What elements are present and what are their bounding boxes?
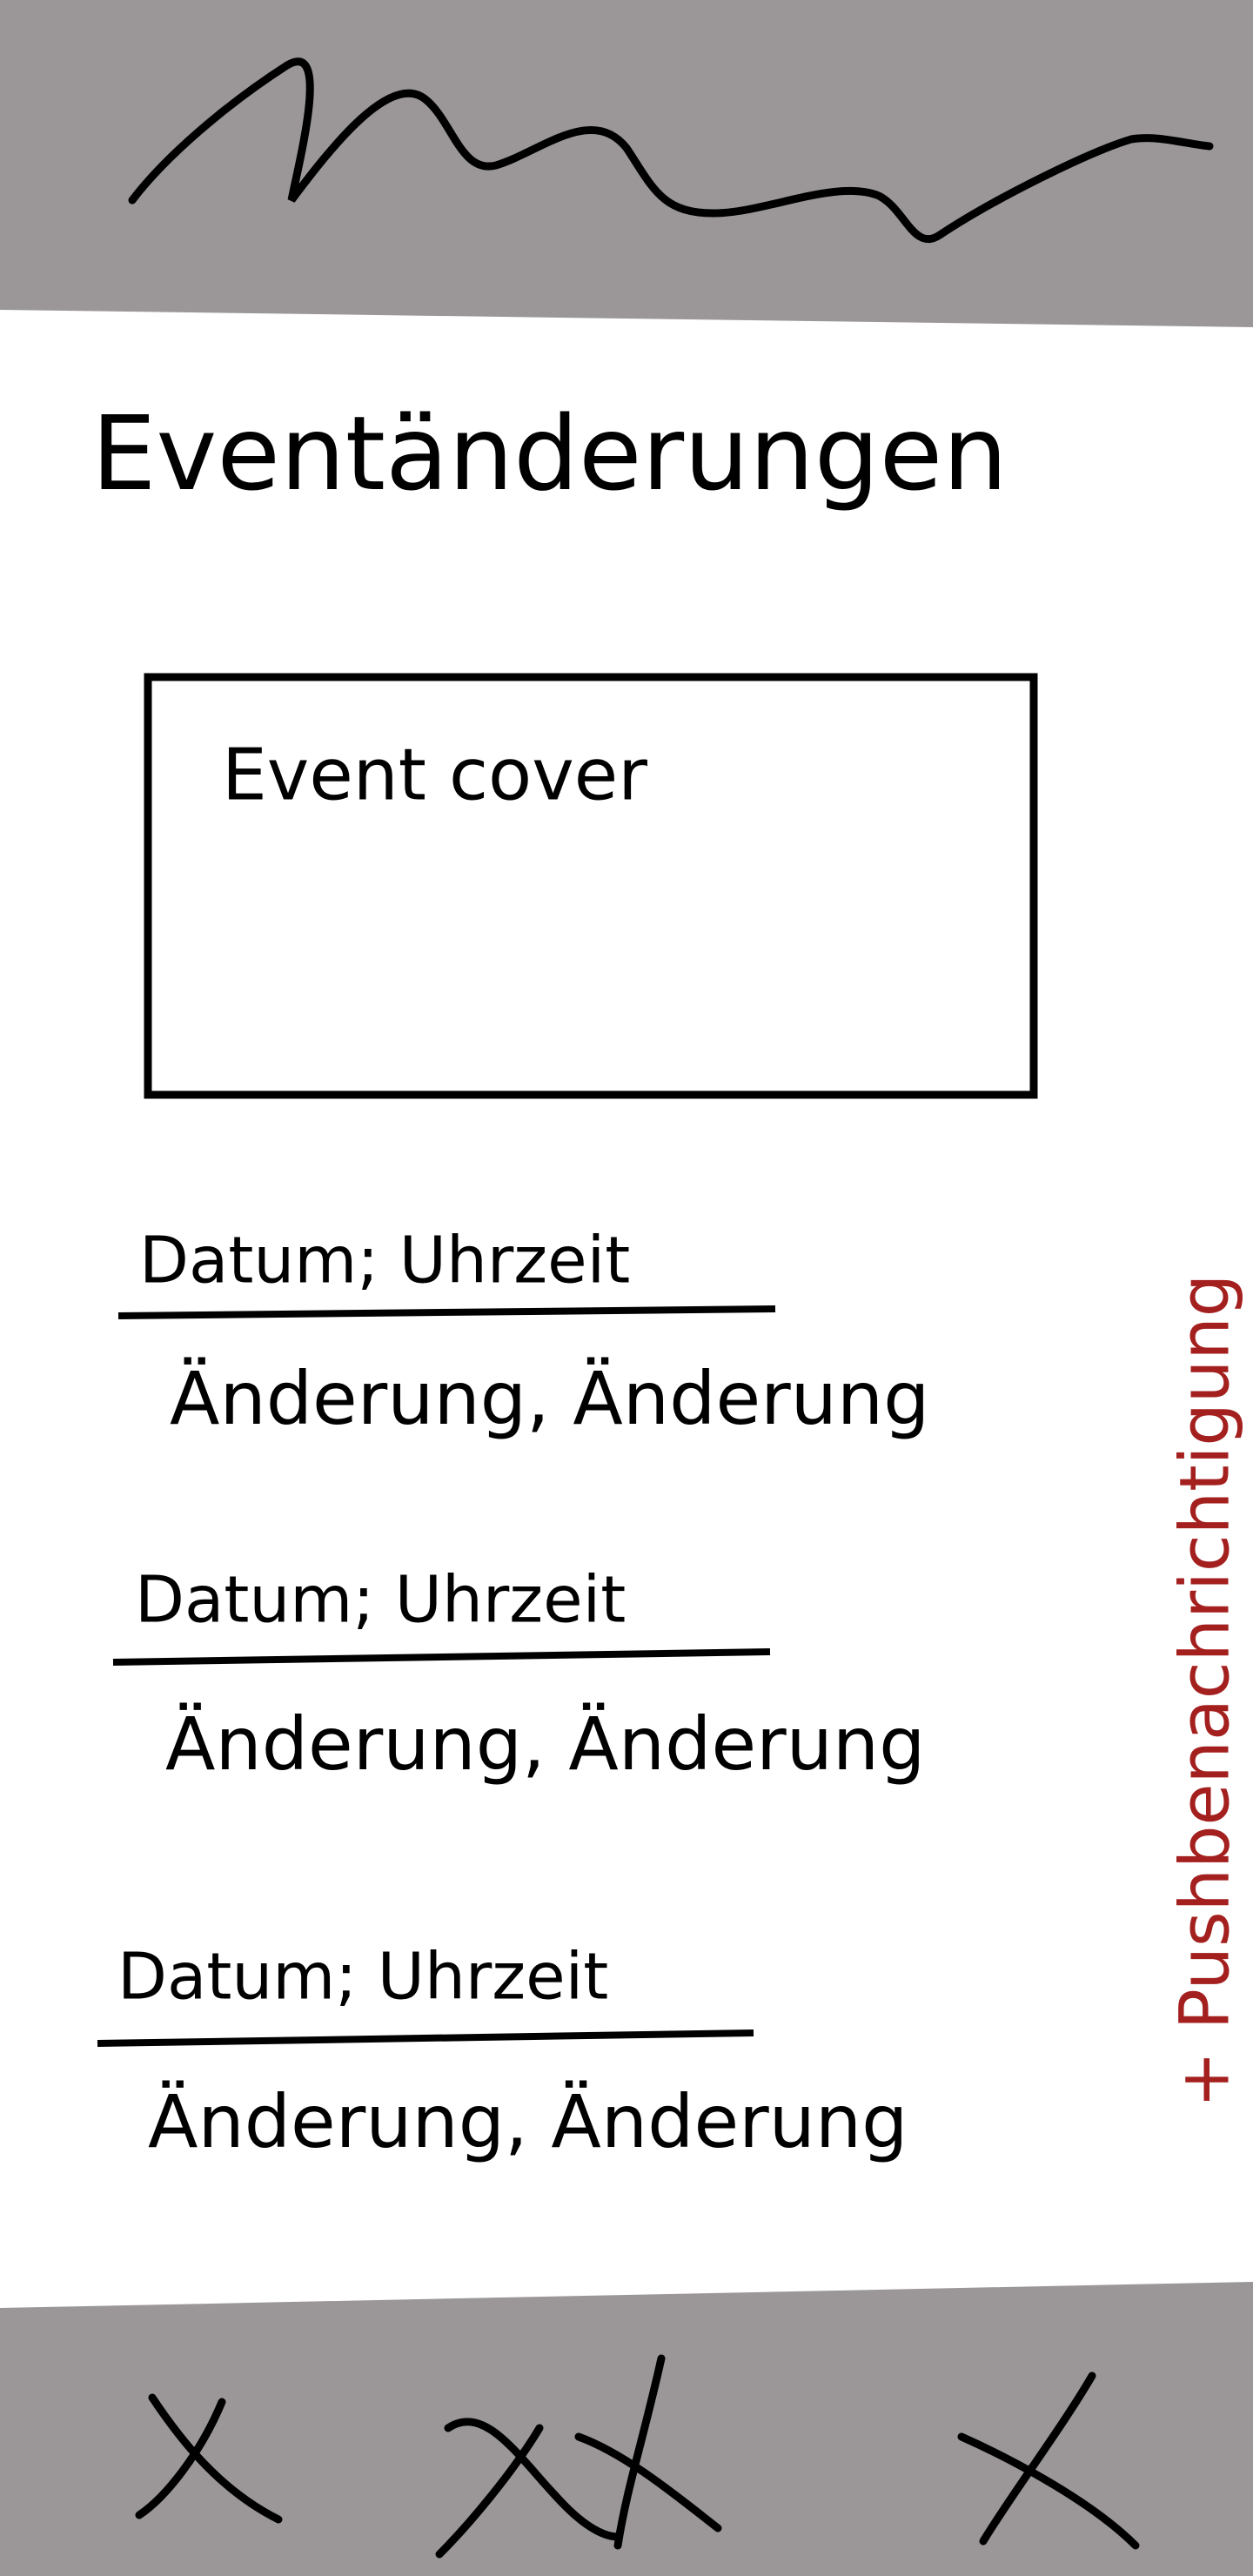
change-list: Datum; Uhrzeit Änderung, Änderung Datum;… (97, 1224, 929, 2164)
change-text: Änderung, Änderung (170, 1356, 929, 1441)
nav-icon[interactable] (135, 2393, 283, 2524)
change-datetime: Datum; Uhrzeit (117, 1940, 608, 2015)
divider (97, 2029, 754, 2047)
page-title: Eventänderungen (91, 393, 1008, 513)
divider (112, 1648, 771, 1666)
push-note: + Pushbenachrichtigung (1166, 1274, 1244, 2109)
bottom-bar (0, 2282, 1253, 2576)
nav-icons (135, 2354, 1140, 2559)
change-datetime: Datum; Uhrzeit (135, 1563, 626, 1638)
nav-icon[interactable] (957, 2371, 1140, 2550)
cover-label: Event cover (222, 734, 647, 816)
nav-icon[interactable] (435, 2418, 622, 2559)
event-cover[interactable] (144, 673, 1038, 1099)
logo-squiggle (128, 57, 1214, 244)
nav-icon[interactable] (574, 2354, 722, 2550)
change-datetime: Datum; Uhrzeit (139, 1224, 630, 1298)
change-text: Änderung, Änderung (148, 2079, 908, 2164)
divider (117, 1305, 776, 1319)
change-text: Änderung, Änderung (165, 1701, 925, 1787)
